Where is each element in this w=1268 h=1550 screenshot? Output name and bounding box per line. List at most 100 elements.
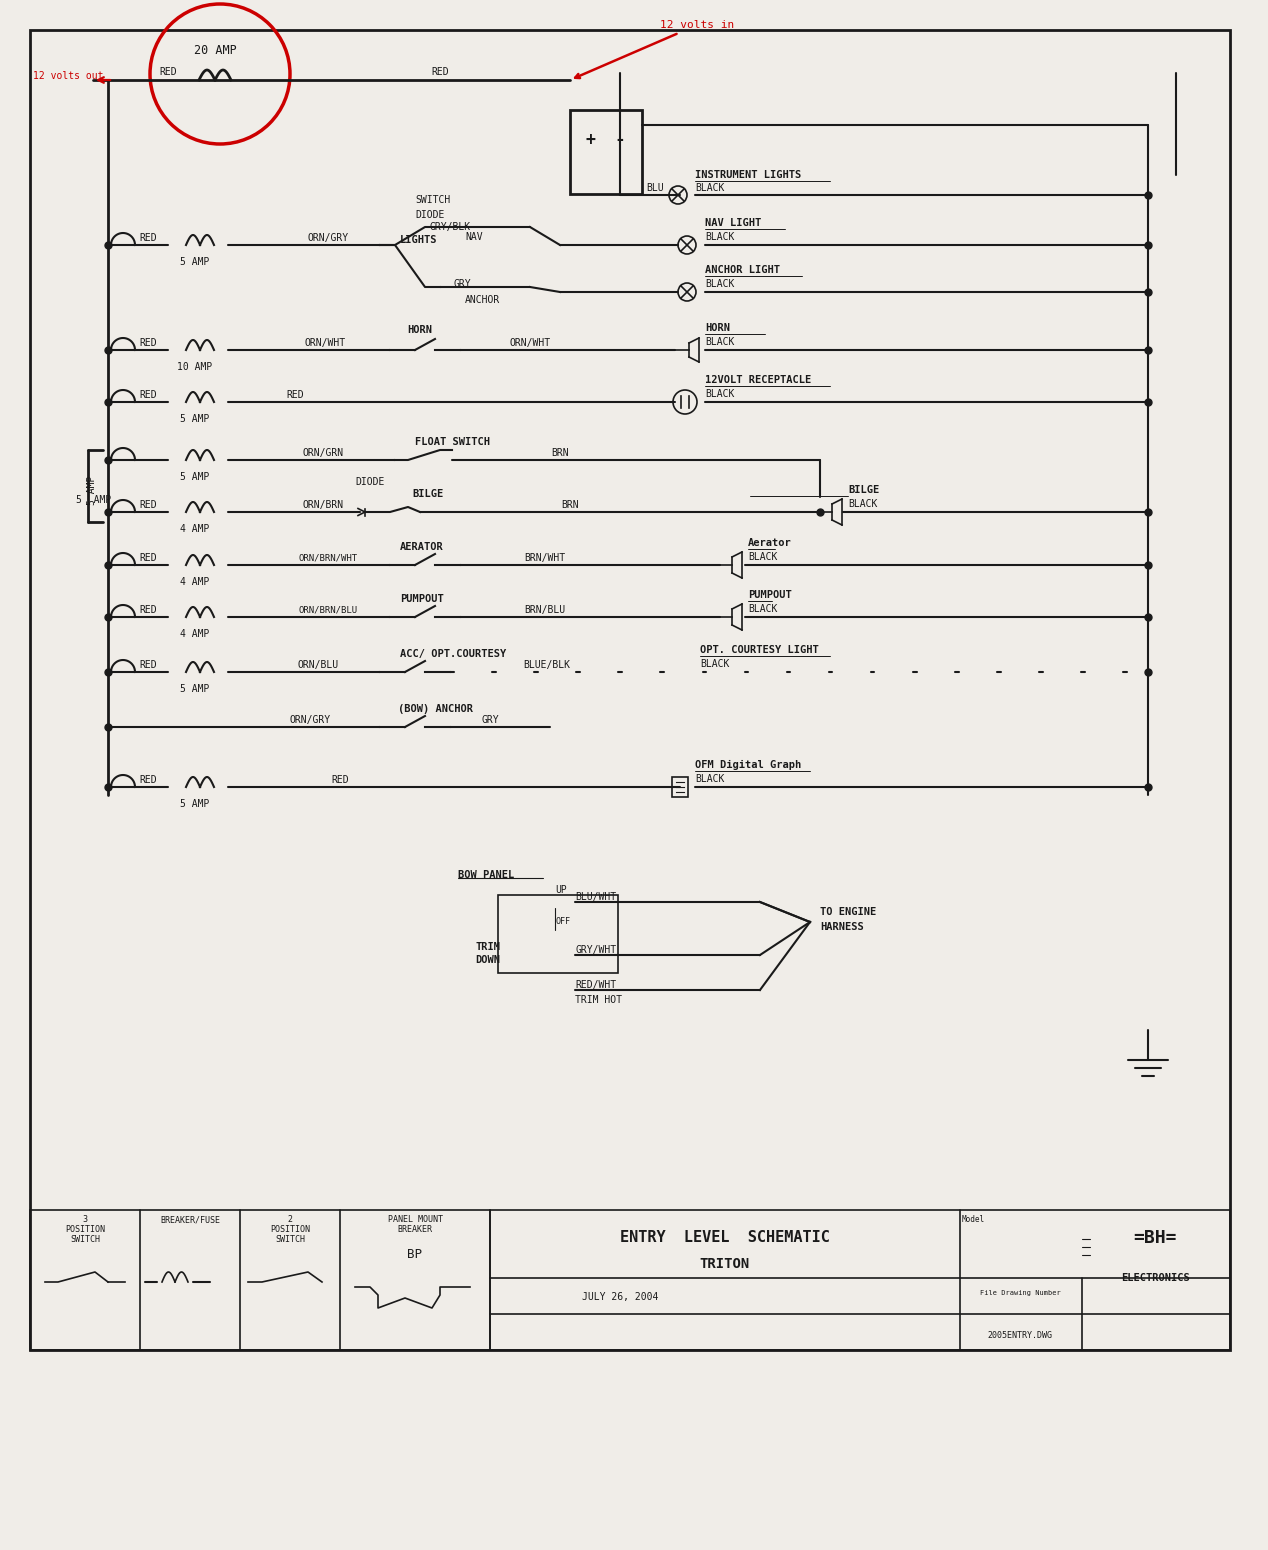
Text: RED: RED [139,604,157,615]
Text: BLU: BLU [647,183,664,194]
Text: LIGHTS: LIGHTS [399,236,437,245]
Text: ANCHOR: ANCHOR [465,294,501,305]
Text: HORN: HORN [407,326,432,335]
Text: GRY/BLK: GRY/BLK [430,222,470,232]
Bar [672,777,689,797]
Text: INSTRUMENT LIGHTS: INSTRUMENT LIGHTS [695,170,801,180]
Text: ENTRY  LEVEL  SCHEMATIC: ENTRY LEVEL SCHEMATIC [620,1229,831,1245]
Text: HORN: HORN [705,322,730,333]
Text: SWITCH: SWITCH [275,1235,306,1245]
Text: UP: UP [555,885,567,894]
Text: OFM Digital Graph: OFM Digital Graph [695,760,801,770]
Text: BLACK: BLACK [748,552,777,563]
Text: BP: BP [407,1248,422,1262]
Text: 5 AMP: 5 AMP [87,476,96,505]
Text: BLACK: BLACK [695,183,724,194]
Text: FLOAT SWITCH: FLOAT SWITCH [415,437,489,446]
Text: TRIM HOT: TRIM HOT [574,995,623,1004]
Text: 5 AMP: 5 AMP [180,473,209,482]
Text: RED: RED [139,232,157,243]
Text: 5 AMP: 5 AMP [180,798,209,809]
Bar [498,894,618,973]
Text: BREAKER: BREAKER [397,1226,432,1234]
Text: RED: RED [139,338,157,349]
Text: POSITION: POSITION [65,1226,105,1234]
Text: BLACK: BLACK [705,279,734,288]
Text: BRN: BRN [562,501,578,510]
Text: BILGE: BILGE [848,485,879,494]
Text: RED: RED [139,775,157,784]
Text: BLU/WHT: BLU/WHT [574,891,616,902]
Text: ORN/BRN: ORN/BRN [303,501,344,510]
Text: +: + [585,132,595,149]
Text: POSITION: POSITION [270,1226,309,1234]
Text: BLACK: BLACK [695,773,724,784]
Text: JULY 26, 2004: JULY 26, 2004 [582,1293,658,1302]
Text: PUMPOUT: PUMPOUT [399,594,444,604]
Bar [571,110,642,194]
Text: ORN/BRN/WHT: ORN/BRN/WHT [298,553,358,563]
Text: 5 AMP: 5 AMP [180,414,209,425]
Text: BRN/BLU: BRN/BLU [525,604,566,615]
Text: BREAKER/FUSE: BREAKER/FUSE [160,1215,221,1224]
Text: 3: 3 [82,1215,87,1224]
Text: 12 volts out: 12 volts out [33,71,104,81]
Text: BOW PANEL: BOW PANEL [458,870,515,880]
Text: 20 AMP: 20 AMP [194,43,236,56]
Text: OPT. COURTESY LIGHT: OPT. COURTESY LIGHT [700,645,819,656]
Text: 12 volts in: 12 volts in [576,20,734,78]
Text: 10 AMP: 10 AMP [178,363,213,372]
Text: RED/WHT: RED/WHT [574,980,616,990]
Text: 12VOLT RECEPTACLE: 12VOLT RECEPTACLE [705,375,812,384]
Text: RED: RED [139,501,157,510]
Text: HARNESS: HARNESS [820,922,864,932]
Text: PANEL MOUNT: PANEL MOUNT [388,1215,443,1224]
Text: 2005ENTRY.DWG: 2005ENTRY.DWG [988,1330,1052,1339]
Text: RED: RED [287,391,304,400]
Text: ORN/WHT: ORN/WHT [304,338,346,349]
Text: RED: RED [331,775,349,784]
Text: -: - [615,132,625,149]
Text: AERATOR: AERATOR [399,542,444,552]
Text: GRY/WHT: GRY/WHT [574,946,616,955]
Text: RED: RED [139,660,157,670]
Text: 5  AMP: 5 AMP [76,494,112,505]
Text: BRN/WHT: BRN/WHT [525,553,566,563]
Text: 5 AMP: 5 AMP [180,684,209,694]
Text: PUMPOUT: PUMPOUT [748,591,791,600]
Text: ANCHOR LIGHT: ANCHOR LIGHT [705,265,780,274]
Text: DOWN: DOWN [476,955,500,966]
Text: BLACK: BLACK [848,499,877,508]
Text: (BOW) ANCHOR: (BOW) ANCHOR [398,704,473,715]
Text: RED: RED [160,67,176,78]
Text: ELECTRONICS: ELECTRONICS [1121,1273,1189,1283]
Text: ORN/GRN: ORN/GRN [303,448,344,457]
Text: BRN: BRN [552,448,569,457]
Text: ACC/ OPT.COURTESY: ACC/ OPT.COURTESY [399,649,506,659]
Text: TRIM: TRIM [476,942,500,952]
Text: RED: RED [139,553,157,563]
Bar [30,29,1230,1350]
Text: BLACK: BLACK [700,659,729,670]
Text: 4 AMP: 4 AMP [180,524,209,535]
Text: 4 AMP: 4 AMP [180,629,209,639]
Text: BILGE: BILGE [412,488,444,499]
Text: TO ENGINE: TO ENGINE [820,907,876,918]
Bar [30,1211,489,1350]
Text: Model: Model [962,1215,985,1224]
Text: NAV LIGHT: NAV LIGHT [705,219,761,228]
Text: BLACK: BLACK [705,232,734,242]
Text: Aerator: Aerator [748,538,791,549]
Text: BLACK: BLACK [705,389,734,398]
Text: BLACK: BLACK [748,604,777,614]
Text: File Drawing Number: File Drawing Number [980,1290,1060,1296]
Text: GRY: GRY [453,279,470,288]
Text: NAV: NAV [465,232,483,242]
Text: BLUE/BLK: BLUE/BLK [524,660,571,670]
Text: TRITON: TRITON [700,1257,751,1271]
Text: ORN/BLU: ORN/BLU [298,660,339,670]
Text: OFF: OFF [555,918,571,927]
Text: ORN/GRY: ORN/GRY [307,232,349,243]
Bar [489,1211,1230,1350]
Text: ORN/GRY: ORN/GRY [289,715,331,725]
